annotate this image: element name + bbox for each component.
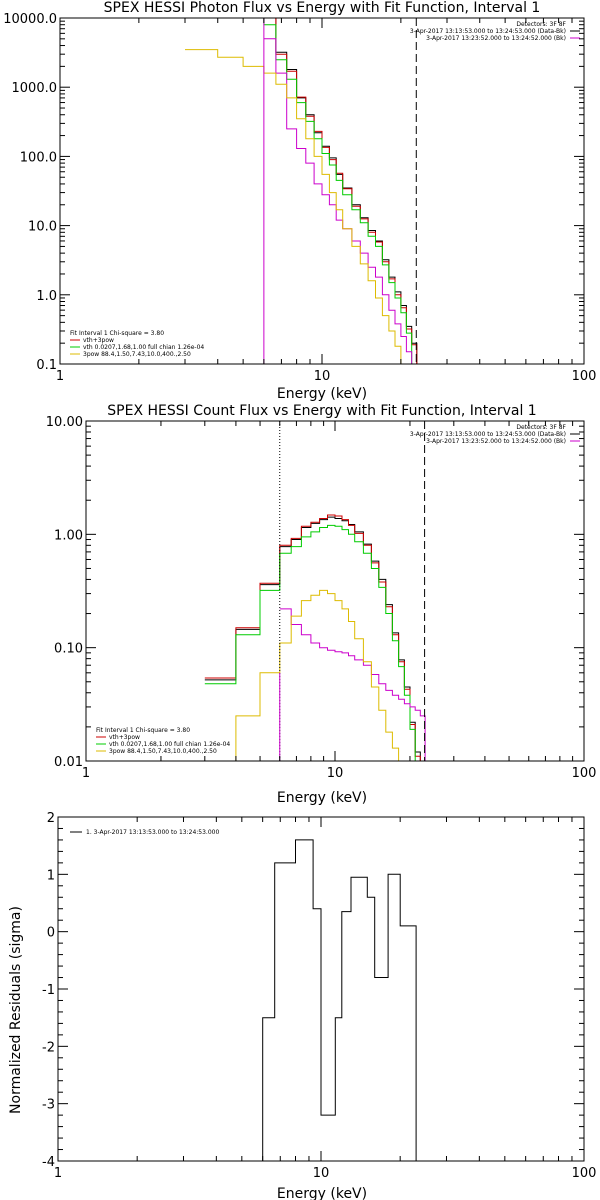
legend-entry: 3-Apr-2017 13:23:52.000 to 13:24:52.000 … bbox=[426, 35, 566, 42]
count-flux-panel: SPEX HESSI Count Flux vs Energy with Fit… bbox=[46, 403, 597, 806]
legend-entry: Fit Interval 1 Chi-square = 3.80 bbox=[96, 727, 190, 734]
x-axis-label: Energy (keV) bbox=[277, 790, 367, 806]
legend-entry: 3pow 88.4,1.50,7.43,10.0,400.,2.50 bbox=[83, 351, 191, 358]
y-tick-label: 10.0 bbox=[28, 220, 57, 235]
x-tick-label: 1 bbox=[56, 369, 64, 384]
y-tick-label: -4 bbox=[42, 1155, 55, 1170]
panel-title: SPEX HESSI Photon Flux vs Energy with Fi… bbox=[104, 0, 541, 16]
y-tick-label: 0.1 bbox=[36, 358, 57, 373]
legend-entry: vth+3pow bbox=[83, 337, 114, 344]
panel-title: SPEX HESSI Count Flux vs Energy with Fit… bbox=[107, 403, 536, 419]
x-tick-label: 100 bbox=[572, 766, 597, 781]
y-tick-label: 10000.0 bbox=[3, 12, 57, 27]
series-line-3 bbox=[279, 608, 426, 761]
series-line-2 bbox=[204, 524, 426, 761]
y-tick-label: 100.0 bbox=[20, 150, 57, 165]
x-tick-label: 10 bbox=[327, 766, 344, 781]
y-tick-label: 2 bbox=[47, 811, 55, 826]
photon-flux-panel: SPEX HESSI Photon Flux vs Energy with Fi… bbox=[3, 0, 596, 402]
series-line-0 bbox=[262, 839, 417, 1161]
plot-frame bbox=[85, 420, 585, 762]
x-tick-label: 100 bbox=[572, 369, 597, 384]
y-tick-label: -2 bbox=[42, 1040, 55, 1055]
residuals-panel: Energy (keV) Normalized Residuals (sigma… bbox=[8, 811, 596, 1200]
legend-entry: vth 0.0207,1.68,1.00 full chian 1.26e-04 bbox=[109, 741, 230, 748]
y-tick-label: 0.01 bbox=[54, 755, 83, 770]
y-tick-label: 1.0 bbox=[36, 289, 57, 304]
legend-entry: 3-Apr-2017 13:13:53.000 to 13:24:53.000 … bbox=[410, 431, 566, 438]
legend-entry: 3-Apr-2017 13:13:53.000 to 13:24:53.000 … bbox=[410, 28, 566, 35]
legend-entry: vth+3pow bbox=[109, 734, 140, 741]
series-line-4 bbox=[204, 589, 410, 761]
legend-entry: Fit Interval 1 Chi-square = 3.80 bbox=[70, 330, 164, 337]
legend-entry: vth 0.0207,1.68,1.00 full chian 1.26e-04 bbox=[83, 344, 204, 351]
y-tick-label: 1 bbox=[47, 868, 55, 883]
x-tick-label: 10 bbox=[314, 369, 331, 384]
y-tick-label: 1000.0 bbox=[12, 81, 58, 96]
y-tick-label: 10.00 bbox=[46, 415, 83, 430]
x-tick-label: 1 bbox=[82, 766, 90, 781]
legend-entry: 1. 3-Apr-2017 13:13:53.000 to 13:24:53.0… bbox=[86, 829, 219, 836]
y-axis-label: Normalized Residuals (sigma) bbox=[8, 906, 24, 1114]
legend-entry: 3-Apr-2017 13:23:52.000 to 13:24:52.000 … bbox=[426, 438, 566, 445]
y-tick-label: 0.10 bbox=[54, 642, 83, 657]
x-tick-label: 1 bbox=[54, 1166, 62, 1181]
y-tick-label: 1.00 bbox=[54, 528, 83, 543]
legend-entry: Detectors: 3F 8F bbox=[516, 424, 566, 431]
legend-entry: Detectors: 3F 8F bbox=[516, 21, 566, 28]
x-tick-label: 10 bbox=[313, 1166, 330, 1181]
x-axis-label: Energy (keV) bbox=[277, 1186, 367, 1200]
y-tick-label: -1 bbox=[42, 983, 55, 998]
x-axis-label: Energy (keV) bbox=[277, 386, 367, 402]
y-tick-label: -3 bbox=[42, 1098, 55, 1113]
y-tick-label: 0 bbox=[47, 926, 55, 941]
x-tick-label: 100 bbox=[572, 1166, 597, 1181]
series-line-4 bbox=[185, 49, 402, 364]
legend-entry: 3pow 88.4,1.50,7.43,10.0,400.,2.50 bbox=[109, 748, 217, 755]
